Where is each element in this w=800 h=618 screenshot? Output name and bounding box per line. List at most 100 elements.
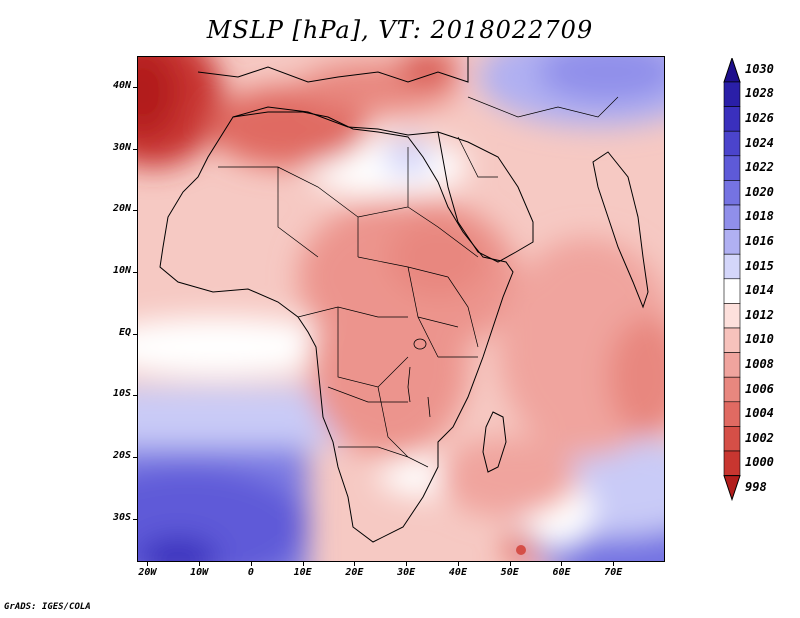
- lake-malawi: [427, 396, 431, 418]
- colorbar-max-arrow: [723, 58, 741, 83]
- colorbar-label-1004: 1004: [745, 406, 774, 421]
- colorbar-label-1020: 1020: [745, 184, 774, 199]
- lake-tanganyika: [407, 366, 411, 403]
- lon-label-40e: 40E: [448, 567, 467, 578]
- colorbar-swatch-1002: [723, 426, 741, 452]
- colorbar-label-1016: 1016: [745, 233, 774, 248]
- colorbar-swatch-1012: [723, 303, 741, 329]
- mediterranean-south: [232, 106, 439, 136]
- lon-tick: [561, 562, 563, 566]
- lat-label-eq: EQ: [118, 326, 131, 338]
- colorbar-swatch-1010: [723, 327, 741, 353]
- lon-tick: [147, 562, 149, 566]
- lat-label-20s: 20S: [112, 450, 131, 462]
- lon-label-60e: 60E: [552, 567, 571, 578]
- colorbar-swatch-1022: [723, 155, 741, 181]
- border-lines-a: [218, 147, 479, 358]
- lon-tick: [250, 562, 252, 566]
- colorbar-min-arrow: [723, 475, 741, 502]
- colorbar-label-1024: 1024: [745, 135, 774, 150]
- colorbar-label-1018: 1018: [745, 209, 774, 224]
- lat-tick: [133, 86, 137, 88]
- colorbar-label-1015: 1015: [745, 258, 774, 273]
- colorbar-swatch-1018: [723, 204, 741, 230]
- lon-label-50e: 50E: [500, 567, 519, 578]
- madagascar: [482, 411, 507, 473]
- coastlines: [159, 57, 649, 543]
- colorbar-label-1028: 1028: [745, 86, 774, 101]
- lon-label-0: 0: [247, 567, 254, 578]
- lon-tick: [509, 562, 511, 566]
- lon-label-30e: 30E: [397, 567, 416, 578]
- colorbar-label-1000: 1000: [745, 455, 774, 470]
- border-lines-c: [417, 96, 619, 358]
- lat-tick: [133, 271, 137, 273]
- colorbar-label-1010: 1010: [745, 332, 774, 347]
- colorbar-swatch-1000: [723, 450, 741, 476]
- colorbar-label-1014: 1014: [745, 283, 774, 298]
- lon-tick: [302, 562, 304, 566]
- low-north-africa: [208, 87, 368, 167]
- lon-label-20w: 20W: [138, 567, 157, 578]
- india: [592, 151, 649, 309]
- political-borders: [218, 96, 619, 468]
- lat-tick: [133, 457, 137, 459]
- lat-label-20n: 20N: [112, 203, 131, 215]
- map-field: [138, 57, 664, 561]
- high-band-south-west: [138, 387, 338, 447]
- low-southeast-center: [516, 545, 526, 555]
- colorbar-label-1002: 1002: [745, 430, 774, 445]
- colorbar-swatch-1015: [723, 253, 741, 280]
- lakes: [407, 338, 431, 418]
- lon-label-20e: 20E: [345, 567, 364, 578]
- colorbar-swatch-1004: [723, 401, 741, 427]
- high-central-asia-core: [538, 57, 664, 102]
- lat-label-10n: 10N: [112, 264, 131, 276]
- lake-victoria: [413, 338, 427, 350]
- colorbar-label-1008: 1008: [745, 356, 774, 371]
- neutral-band-atlantic: [138, 317, 348, 377]
- colorbar-swatch-1020: [723, 180, 741, 206]
- lon-label-70e: 70E: [604, 567, 623, 578]
- lon-tick: [613, 562, 615, 566]
- lon-tick: [406, 562, 408, 566]
- colorbar-label-1026: 1026: [745, 110, 774, 125]
- low-sudan: [388, 217, 488, 297]
- footer-credit: GrADS: IGES/COLA: [4, 602, 91, 612]
- low-north-atlantic-core: [138, 57, 178, 137]
- colorbar: [723, 58, 741, 502]
- arabia: [437, 131, 534, 263]
- map-frame: [137, 56, 665, 562]
- lat-label-30n: 30N: [112, 141, 131, 153]
- colorbar-label-998: 998: [745, 479, 767, 494]
- chart-title: MSLP [hPa], VT: 2018022709: [206, 16, 594, 44]
- low-central-africa: [308, 277, 468, 457]
- colorbar-swatch-1028: [723, 81, 741, 107]
- colorbar-swatch-1006: [723, 376, 741, 403]
- colorbar-swatch-1016: [723, 229, 741, 255]
- lat-tick: [133, 333, 137, 335]
- colorbar-label-1012: 1012: [745, 307, 774, 322]
- lat-tick: [133, 395, 137, 397]
- africa-coastline: [159, 111, 514, 543]
- low-east-ocean: [608, 317, 664, 437]
- lat-tick: [133, 518, 137, 520]
- lon-tick: [354, 562, 356, 566]
- lon-tick: [457, 562, 459, 566]
- lon-label-10w: 10W: [190, 567, 209, 578]
- europe: [197, 57, 469, 83]
- lat-tick: [133, 210, 137, 212]
- lat-label-30s: 30S: [112, 511, 131, 523]
- colorbar-label-1022: 1022: [745, 160, 774, 175]
- colorbar-label-1030: 1030: [745, 61, 774, 76]
- low-anatolia: [398, 57, 458, 82]
- colorbar-swatch-1026: [723, 106, 741, 132]
- high-south-atlantic-inner: [138, 537, 218, 561]
- lon-tick: [199, 562, 201, 566]
- pressure-shading: [138, 57, 664, 561]
- lon-label-10e: 10E: [293, 567, 312, 578]
- lat-label-10s: 10S: [112, 388, 131, 400]
- lat-label-40n: 40N: [112, 79, 131, 91]
- low-madagascar: [438, 437, 578, 517]
- colorbar-swatch-1008: [723, 352, 741, 378]
